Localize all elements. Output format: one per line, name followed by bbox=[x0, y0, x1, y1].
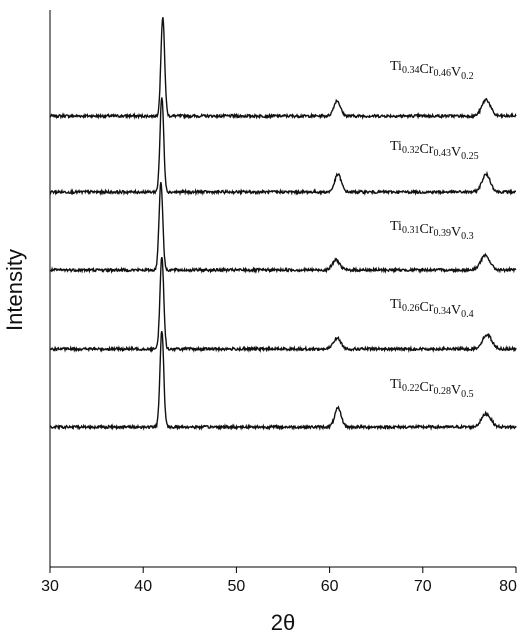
series-label-element: Ti bbox=[390, 219, 402, 234]
series-label-subscript: 0.25 bbox=[461, 151, 479, 162]
x-tick-label: 80 bbox=[499, 578, 517, 595]
x-tick-label: 40 bbox=[134, 578, 152, 595]
series-label-subscript: 0.4 bbox=[461, 309, 474, 320]
series-label-subscript: 0.3 bbox=[461, 231, 474, 242]
series-label: Ti0.26Cr0.34V0.4 bbox=[390, 297, 474, 320]
series-label-element: Cr bbox=[419, 62, 433, 77]
series-label-element: Cr bbox=[419, 380, 433, 395]
series-label-element: Ti bbox=[390, 139, 402, 154]
series-label-element: Ti bbox=[390, 377, 402, 392]
x-tick-label: 30 bbox=[41, 578, 59, 595]
series-label-element: V bbox=[451, 383, 461, 398]
series-label-subscript: 0.39 bbox=[433, 228, 451, 239]
series-label-element: V bbox=[451, 303, 461, 318]
series-label-element: Ti bbox=[390, 297, 402, 312]
x-tick-label: 70 bbox=[414, 578, 432, 595]
series-label-subscript: 0.32 bbox=[402, 145, 420, 156]
x-tick-group: 30 40 50 60 70 80 bbox=[41, 567, 517, 595]
xrd-pattern-line bbox=[49, 256, 517, 354]
series-label: Ti0.32Cr0.43V0.25 bbox=[390, 139, 479, 162]
series-label-element: V bbox=[451, 145, 461, 160]
series-label: Ti0.34Cr0.46V0.2 bbox=[390, 59, 474, 82]
series-label-element: Ti bbox=[390, 59, 402, 74]
series-label-subscript: 0.34 bbox=[402, 65, 420, 76]
series-label-element: Cr bbox=[419, 142, 433, 157]
series-label-element: Cr bbox=[419, 222, 433, 237]
series-label-subscript: 0.22 bbox=[402, 383, 420, 394]
series-label-subscript: 0.26 bbox=[402, 303, 420, 314]
series-label-subscript: 0.2 bbox=[461, 71, 474, 82]
x-tick-label: 60 bbox=[321, 578, 339, 595]
series-label-element: V bbox=[451, 225, 461, 240]
series-label-subscript: 0.5 bbox=[461, 389, 474, 400]
series-label-group: Ti0.34Cr0.46V0.2Ti0.32Cr0.43V0.25Ti0.31C… bbox=[390, 59, 479, 400]
series-label-subscript: 0.31 bbox=[402, 225, 420, 236]
xrd-pattern-line bbox=[49, 97, 516, 197]
series-label-subscript: 0.28 bbox=[433, 386, 451, 397]
x-tick-label: 50 bbox=[228, 578, 246, 595]
x-axis-label: 2θ bbox=[271, 610, 295, 635]
series-label-element: V bbox=[451, 65, 461, 80]
series-label: Ti0.31Cr0.39V0.3 bbox=[390, 219, 474, 242]
y-axis-label: Intensity bbox=[2, 249, 27, 331]
xrd-pattern-line bbox=[49, 331, 517, 431]
series-label-subscript: 0.43 bbox=[433, 148, 451, 159]
series-label: Ti0.22Cr0.28V0.5 bbox=[390, 377, 474, 400]
series-label-subscript: 0.46 bbox=[433, 68, 451, 79]
series-label-subscript: 0.34 bbox=[433, 306, 451, 317]
plot-area: 30 40 50 60 70 80 Ti0.34Cr0.46V0.2Ti0.32Cr0.4… bbox=[41, 10, 517, 595]
series-label-element: Cr bbox=[419, 300, 433, 315]
xrd-pattern-line bbox=[49, 17, 517, 120]
series-group bbox=[49, 17, 517, 431]
xrd-pattern-line bbox=[49, 182, 517, 274]
